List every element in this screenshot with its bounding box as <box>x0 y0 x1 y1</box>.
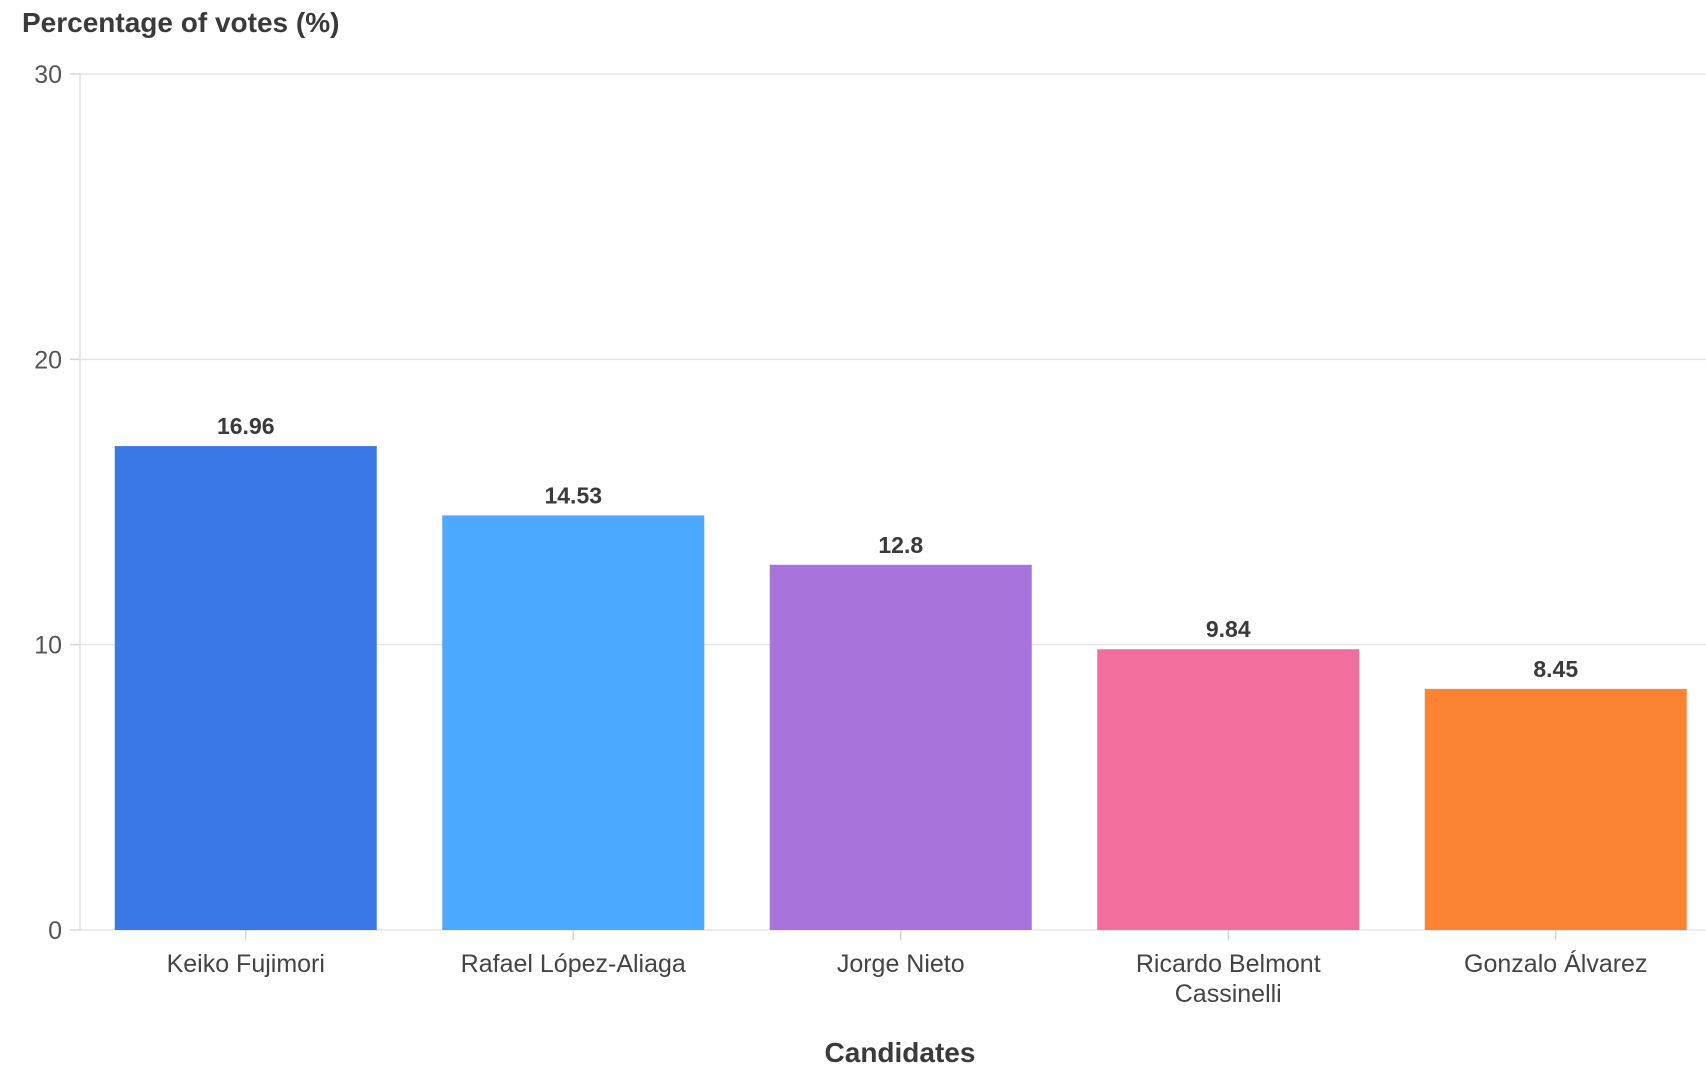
y-axis-title: Percentage of votes (%) <box>22 7 339 38</box>
data-label: 16.96 <box>217 413 275 439</box>
bar <box>1097 649 1360 930</box>
data-labels: 16.96 14.53 12.8 9.84 8.45 <box>217 413 1578 682</box>
bars <box>114 446 1687 930</box>
bar <box>442 515 705 930</box>
data-label: 14.53 <box>544 482 602 508</box>
y-tick-label: 30 <box>34 61 62 89</box>
data-label: 12.8 <box>878 532 923 558</box>
bar <box>1424 688 1687 930</box>
x-axis: Keiko Fujimori Rafael López-Aliaga Jorge N… <box>167 930 1647 1008</box>
x-tick-label: Gonzalo Álvarez <box>1464 949 1647 978</box>
x-tick-label: Keiko Fujimori <box>167 950 325 978</box>
bar <box>114 446 377 930</box>
x-tick-label: Jorge Nieto <box>837 950 965 978</box>
bar <box>769 564 1032 930</box>
y-axis: 0 10 20 30 <box>34 61 81 945</box>
y-tick-label: 20 <box>34 346 62 374</box>
x-axis-title: Candidates <box>825 1037 976 1068</box>
y-tick-label: 10 <box>34 632 62 660</box>
data-label: 8.45 <box>1533 656 1578 682</box>
x-tick-label: Rafael López-Aliaga <box>461 950 686 978</box>
x-tick-label: Ricardo Belmont Cassinelli <box>1136 950 1321 1008</box>
data-label: 9.84 <box>1206 616 1251 642</box>
y-tick-label: 0 <box>48 917 62 945</box>
